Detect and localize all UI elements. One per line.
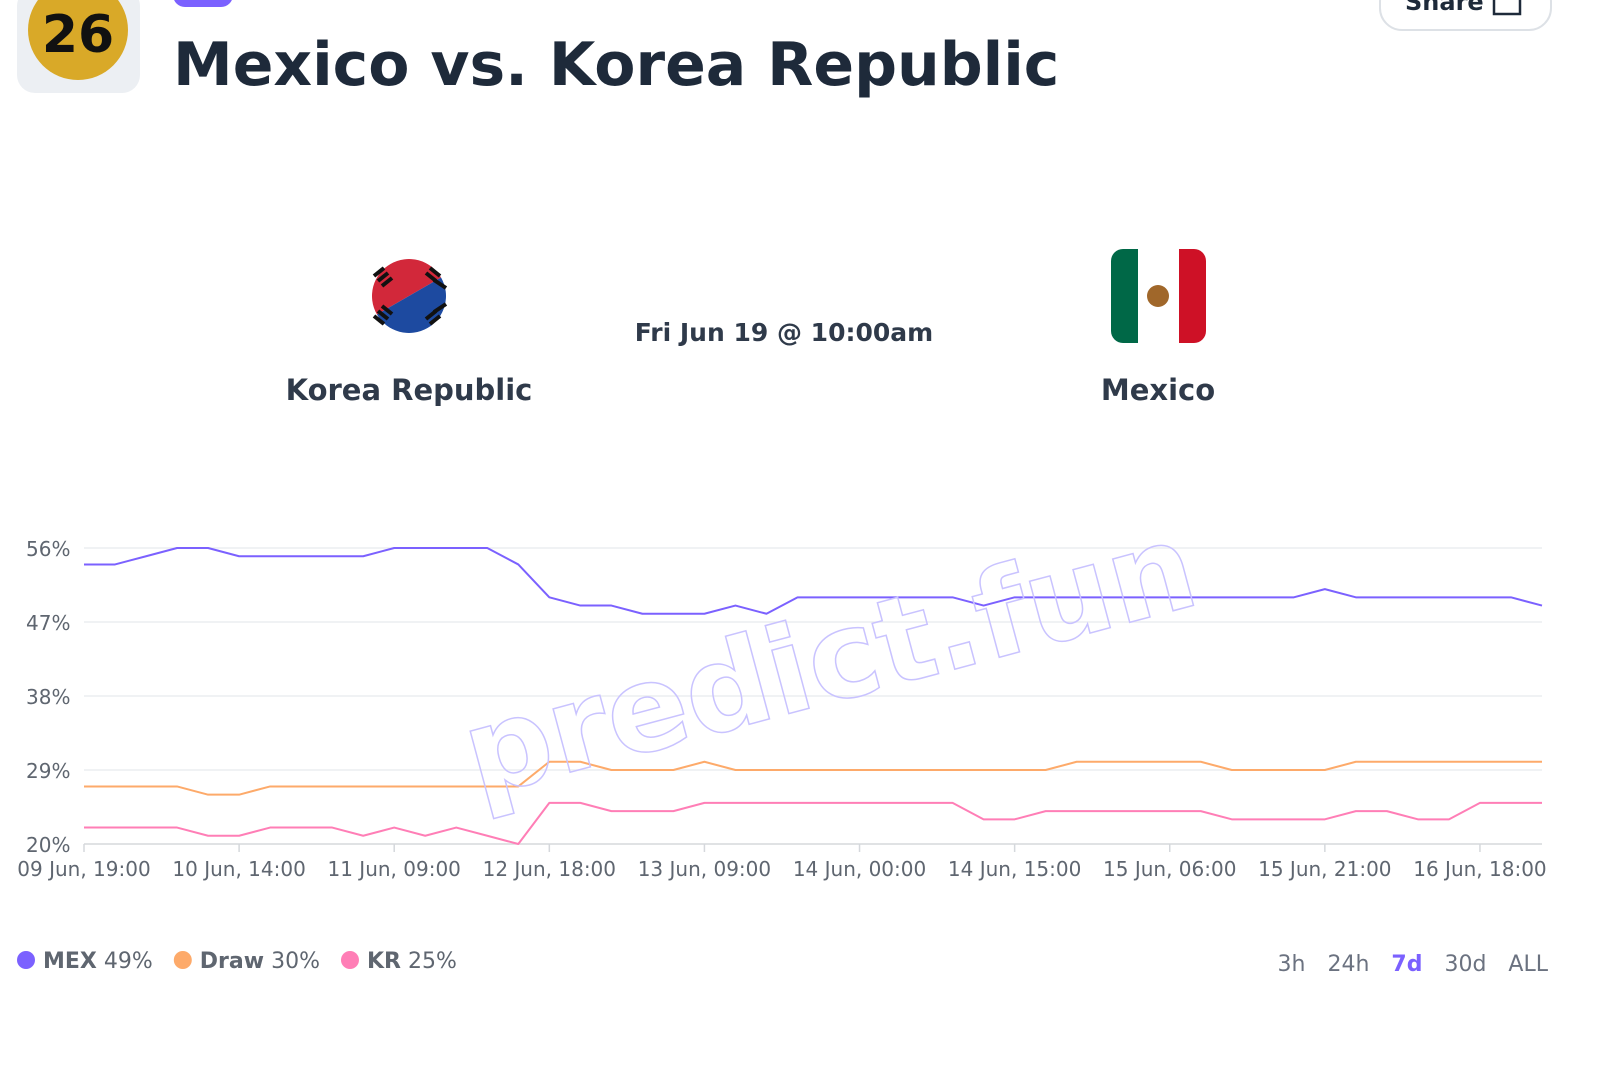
legend-name: Draw [200, 949, 264, 974]
korea-flag [372, 259, 448, 333]
x-tick-label: 10 Jun, 14:00 [172, 857, 305, 881]
range-button[interactable]: 7d [1391, 952, 1422, 977]
series-line [84, 760, 1542, 796]
watermark: predict.fun [449, 497, 1210, 826]
chart: 20% 29% 38% 47% 56% 09 Jun, 19:00 10 Jun, 14:0… [17, 537, 1546, 881]
share-label: Share [1405, 0, 1484, 16]
home-team: Korea Republic [286, 373, 533, 407]
x-tick-label: 12 Jun, 18:00 [483, 857, 616, 881]
legend-name: MEX [43, 949, 97, 974]
y-tick-label: 38% [26, 685, 70, 709]
y-tick-label: 20% [26, 833, 70, 857]
legend-value: 30% [271, 949, 320, 974]
legend-value: 49% [104, 949, 153, 974]
series-line [84, 547, 1543, 615]
range-button[interactable]: ALL [1508, 952, 1548, 977]
legend: MEX 49% Draw 30% KR 25% [17, 949, 457, 974]
page-title: Mexico vs. Korea Republic [173, 30, 1059, 100]
range-button[interactable]: 3h [1278, 952, 1306, 977]
x-tick-label: 15 Jun, 06:00 [1103, 857, 1236, 881]
y-tick-label: 29% [26, 759, 70, 783]
match-time: Fri Jun 19 @ 10:00am [635, 318, 933, 347]
series-line [84, 801, 1542, 845]
x-tick-label: 09 Jun, 19:00 [17, 857, 150, 881]
x-tick-label: 14 Jun, 15:00 [948, 857, 1081, 881]
legend-name: KR [367, 949, 401, 974]
range-button[interactable]: 30d [1444, 952, 1486, 977]
y-tick-label: 56% [26, 537, 70, 561]
share-icon [1492, 0, 1522, 16]
x-tick-label: 14 Jun, 00:00 [793, 857, 926, 881]
legend-swatch [17, 951, 35, 969]
range-button[interactable]: 24h [1327, 952, 1369, 977]
away-team: Mexico [1101, 373, 1215, 407]
icon-ball [28, 0, 128, 80]
tag-pill [174, 0, 232, 7]
range-buttons: ALL 30d 7d 24h 3h [1278, 952, 1549, 977]
legend-value: 25% [408, 949, 457, 974]
x-tick-label: 11 Jun, 09:00 [328, 857, 461, 881]
y-tick-label: 47% [26, 611, 70, 635]
icon-text: 26 [42, 5, 114, 65]
x-tick-label: 13 Jun, 09:00 [638, 857, 771, 881]
x-tick-label: 15 Jun, 21:00 [1258, 857, 1391, 881]
share-button[interactable] [1379, 0, 1552, 31]
legend-swatch [340, 951, 359, 969]
mexico-flag [1111, 249, 1206, 343]
x-tick-label: 16 Jun, 18:00 [1413, 857, 1546, 881]
legend-swatch [173, 951, 192, 969]
